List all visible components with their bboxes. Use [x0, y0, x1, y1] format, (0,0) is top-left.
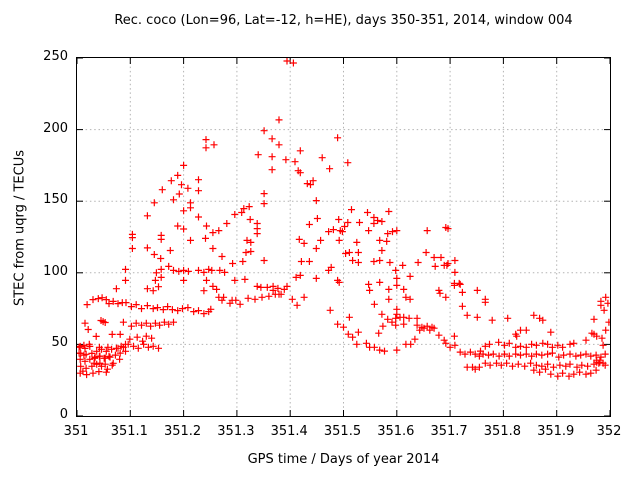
- y-tick-label: 250: [43, 49, 68, 64]
- x-axis-label: GPS time / Days of year 2014: [247, 452, 440, 467]
- y-tick-label: 100: [43, 263, 68, 279]
- y-tick-label: 0: [59, 407, 68, 422]
- x-tick-label: 351.7: [430, 424, 468, 439]
- gridlines: [77, 58, 610, 416]
- scatter-points: [77, 58, 610, 380]
- x-tick-label: 351: [63, 424, 89, 439]
- y-tick-label: 50: [51, 335, 68, 351]
- x-tick-label: 351.6: [377, 424, 415, 439]
- x-tick-label: 351.1: [110, 424, 148, 439]
- y-tick-label: 200: [43, 120, 68, 136]
- x-tick-label: 351.4: [270, 424, 308, 439]
- x-tick-label: 351.3: [217, 424, 255, 439]
- x-tick-label: 351.8: [483, 424, 521, 439]
- plot-area: [76, 57, 611, 417]
- y-tick-label: 150: [43, 192, 68, 208]
- x-tick-label: 351.9: [537, 424, 575, 439]
- x-tick-label: 351.2: [163, 424, 202, 439]
- axis-ticks: [77, 58, 610, 416]
- x-tick-label: 351.5: [323, 424, 362, 439]
- y-axis-label: STEC from uqrg / TECUs: [12, 149, 28, 307]
- x-tick-label: 352: [596, 424, 622, 439]
- chart-title: Rec. coco (Lon=96, Lat=-12, h=HE), days …: [114, 13, 573, 28]
- plot-canvas: [77, 58, 610, 416]
